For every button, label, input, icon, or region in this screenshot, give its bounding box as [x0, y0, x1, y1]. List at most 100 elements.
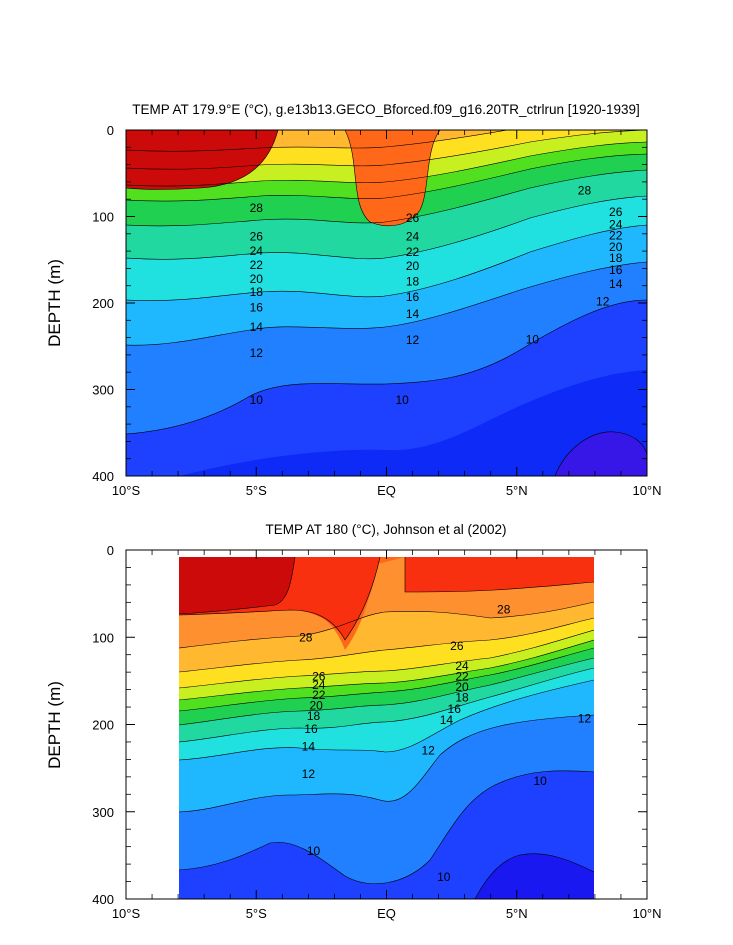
- contour-label-22: 22: [250, 258, 264, 272]
- contour-label-12: 12: [422, 744, 436, 758]
- contour-label-24: 24: [609, 217, 623, 231]
- band-20: [126, 154, 647, 226]
- contour-label-12: 12: [302, 767, 316, 781]
- y-tick-label: 300: [92, 383, 114, 398]
- contour-label-24: 24: [455, 659, 469, 673]
- contour-label-18: 18: [609, 251, 623, 265]
- contour-label-16: 16: [250, 300, 264, 314]
- contour-label-18: 18: [455, 690, 469, 704]
- band-14: [126, 225, 647, 346]
- y-tick-label: 0: [107, 543, 114, 558]
- contour-label-20: 20: [309, 698, 323, 712]
- x-tick-label: 10°N: [632, 906, 661, 921]
- contour-label-14: 14: [609, 277, 623, 291]
- contour-label-24: 24: [312, 678, 326, 692]
- contour-label-16: 16: [609, 263, 623, 277]
- contour-label-16: 16: [448, 702, 462, 716]
- x-tick-label: 10°S: [112, 906, 141, 921]
- band-12: [126, 262, 647, 434]
- band-16: [126, 196, 647, 301]
- contour-label-16: 16: [304, 722, 318, 736]
- y-tick-label: 400: [92, 892, 114, 907]
- contour-label-16: 16: [406, 290, 420, 304]
- panel2-y-axis-title: DEPTH (m): [45, 681, 64, 769]
- panel2-ticks: 10°S 5°S EQ 5°N 10°N 0 100 200 300 400: [92, 543, 661, 921]
- y-tick-label: 100: [92, 630, 114, 645]
- contour-label-20: 20: [406, 259, 420, 273]
- contour-label-24: 24: [406, 229, 420, 243]
- x-tick-label: 10°N: [632, 483, 661, 498]
- panel-model: TEMP AT 179.9°E (°C), g.e13b13.GECO_Bfor…: [45, 74, 662, 498]
- band-28: [126, 74, 647, 126]
- contour-label-22: 22: [609, 229, 623, 243]
- y-tick-label: 0: [107, 123, 114, 138]
- y-tick-label: 100: [92, 210, 114, 225]
- x-tick-label: 10°S: [112, 483, 141, 498]
- x-tick-label: 5°N: [506, 483, 528, 498]
- x-tick-label: 5°S: [246, 906, 267, 921]
- contour-label-10: 10: [437, 870, 451, 884]
- contour-label-28: 28: [299, 630, 313, 644]
- y-tick-label: 400: [92, 469, 114, 484]
- contour-label-10: 10: [250, 393, 264, 407]
- band2-31: [179, 557, 295, 614]
- contour-label-26: 26: [609, 205, 623, 219]
- contour-label-22: 22: [455, 670, 469, 684]
- panel1-contour-lines: [126, 130, 647, 476]
- contour-label-28: 28: [497, 602, 511, 616]
- band-33: [180, 370, 647, 476]
- contour-label-10: 10: [526, 332, 540, 346]
- band2-32: [475, 853, 594, 899]
- contour-label-24: 24: [250, 244, 264, 258]
- panel2-contour-lines: [179, 557, 594, 899]
- contour-label-14: 14: [250, 320, 264, 334]
- contour-label-10: 10: [534, 774, 548, 788]
- panel2-title: TEMP AT 180 (°C), Johnson et al (2002): [265, 522, 506, 537]
- x-tick-label: EQ: [377, 483, 396, 498]
- band-31: [126, 130, 278, 190]
- y-tick-label: 200: [92, 718, 114, 733]
- contour-label-26: 26: [406, 211, 420, 225]
- x-tick-label: 5°S: [246, 483, 267, 498]
- contour-label-14: 14: [406, 307, 420, 321]
- contour-label-20: 20: [250, 272, 264, 286]
- panel-observed: TEMP AT 180 (°C), Johnson et al (2002): [45, 522, 662, 921]
- contour-label-12: 12: [406, 333, 420, 347]
- panel1-field: 2826242220181614121026242220181614121028…: [126, 74, 647, 476]
- contour-label-10: 10: [395, 393, 409, 407]
- contour-label-26: 26: [250, 229, 264, 243]
- contour-label-28: 28: [250, 201, 264, 215]
- panel1-y-axis-title: DEPTH (m): [45, 259, 64, 347]
- y-tick-label: 200: [92, 296, 114, 311]
- contour-label-12: 12: [578, 711, 592, 725]
- contour-label-14: 14: [302, 739, 316, 753]
- contour-label-18: 18: [406, 274, 420, 288]
- x-tick-label: EQ: [377, 906, 396, 921]
- band-24: [126, 130, 647, 187]
- contour-label-26: 26: [450, 639, 464, 653]
- contour-label-20: 20: [609, 240, 623, 254]
- contour-label-22: 22: [312, 688, 326, 702]
- y-tick-label: 300: [92, 805, 114, 820]
- panel2-contour-labels: 2826242220181614121028262422201816141212…: [299, 602, 591, 884]
- contour-label-20: 20: [455, 680, 469, 694]
- contour-label-12: 12: [250, 346, 264, 360]
- band-22: [126, 142, 647, 202]
- x-tick-label: 5°N: [506, 906, 528, 921]
- contour-label-18: 18: [250, 285, 264, 299]
- band2-30: [405, 557, 594, 592]
- contour-label-22: 22: [406, 245, 420, 259]
- contour-label-18: 18: [307, 709, 321, 723]
- contour-label-10: 10: [307, 844, 321, 858]
- panel1-contour-labels: 2826242220181614121026242220181614121028…: [250, 184, 623, 407]
- panel2-field: 2826242220181614121028262422201816141212…: [179, 557, 594, 899]
- band-30: [345, 130, 440, 226]
- contour-label-28: 28: [578, 184, 592, 198]
- panel1-ticks: 10°S 5°S EQ 5°N 10°N 0 100 200 300 400: [92, 123, 661, 498]
- contour-label-26: 26: [312, 670, 326, 684]
- contour-label-12: 12: [596, 294, 610, 308]
- panel1-title: TEMP AT 179.9°E (°C), g.e13b13.GECO_Bfor…: [132, 102, 640, 117]
- contour-label-14: 14: [440, 713, 454, 727]
- band-18: [126, 170, 647, 260]
